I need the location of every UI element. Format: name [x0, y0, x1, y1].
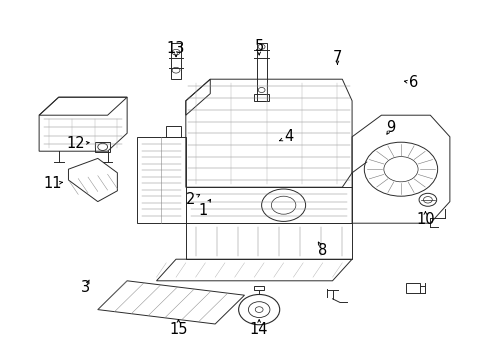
Text: 14: 14: [249, 322, 268, 337]
Text: 15: 15: [169, 322, 187, 337]
Text: 8: 8: [318, 243, 326, 258]
Text: 1: 1: [198, 203, 207, 218]
Text: 12: 12: [66, 136, 85, 152]
Text: 7: 7: [332, 50, 342, 65]
Text: 10: 10: [415, 212, 434, 227]
Text: 13: 13: [166, 41, 185, 56]
Text: 9: 9: [386, 120, 395, 135]
Text: 5: 5: [254, 39, 263, 54]
Text: 11: 11: [43, 176, 62, 191]
Text: 4: 4: [284, 129, 292, 144]
Text: 6: 6: [408, 75, 417, 90]
Text: 3: 3: [81, 280, 90, 296]
Text: 2: 2: [185, 192, 195, 207]
